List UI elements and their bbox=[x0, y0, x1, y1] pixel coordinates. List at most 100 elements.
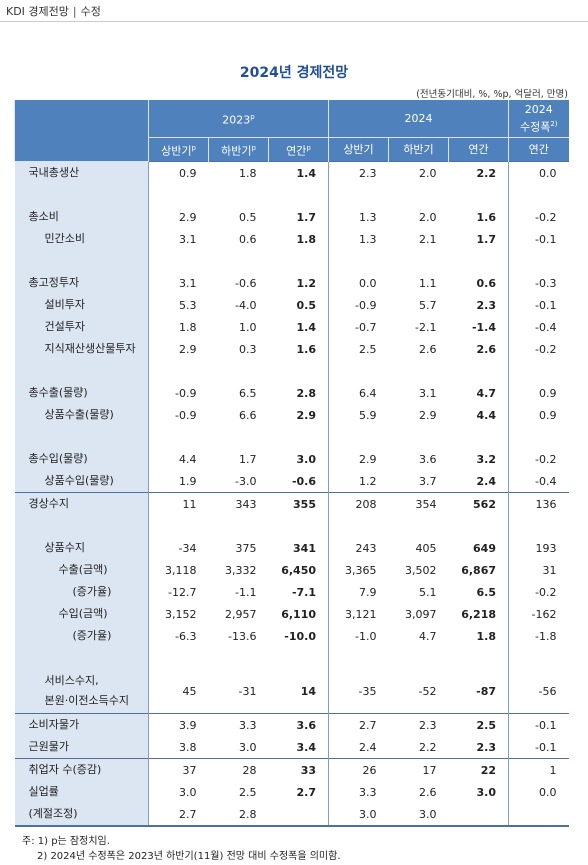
cell bbox=[149, 647, 209, 669]
cell: 243 bbox=[355, 541, 377, 555]
cell bbox=[448, 515, 509, 537]
cell: 3.1 bbox=[179, 276, 197, 290]
cell: 14 bbox=[268, 669, 329, 714]
column-header: 연간p bbox=[268, 137, 329, 162]
cell: 354 bbox=[388, 492, 449, 515]
row-label: 실업률 bbox=[14, 781, 149, 803]
row-label: 상품수입(물량) bbox=[14, 470, 149, 493]
cell: 6,867 bbox=[448, 559, 509, 581]
header-text: 연간 bbox=[286, 144, 307, 158]
cell: 341 bbox=[268, 537, 329, 559]
cell bbox=[509, 250, 569, 272]
corner bbox=[14, 100, 149, 162]
cell bbox=[329, 515, 389, 537]
cell: 6.5 bbox=[448, 581, 509, 603]
cell: 136 bbox=[508, 492, 569, 515]
header-text: 연간 bbox=[528, 142, 549, 156]
cell: 2.8 bbox=[268, 382, 329, 404]
cell: 3.3 bbox=[359, 785, 377, 799]
cell: 3.1 bbox=[419, 386, 437, 400]
cell: 1.4 bbox=[268, 161, 329, 184]
cell: -12.7 bbox=[168, 585, 197, 599]
cell: -0.4 bbox=[535, 320, 557, 334]
cell: 11 bbox=[148, 492, 209, 515]
label-cell bbox=[14, 360, 149, 382]
cell bbox=[329, 360, 389, 382]
cell: 1.1 bbox=[419, 276, 437, 290]
cell: -0.9 bbox=[355, 298, 377, 312]
cell: 2.3 bbox=[388, 713, 449, 736]
cell: 1.3 bbox=[359, 210, 377, 224]
column-header: 하반기p bbox=[208, 137, 269, 162]
cell: 2.7 bbox=[268, 781, 329, 803]
cell: -13.6 bbox=[228, 629, 257, 643]
cell: 0.6 bbox=[239, 232, 257, 246]
row-label: 민간소비 bbox=[14, 228, 149, 250]
cell: 6,218 bbox=[448, 603, 509, 625]
cell: 6,450 bbox=[268, 559, 329, 581]
cell bbox=[509, 360, 569, 382]
cell: 562 bbox=[448, 492, 509, 515]
cell bbox=[389, 515, 449, 537]
cell bbox=[149, 360, 209, 382]
header-text: 상반기 bbox=[343, 142, 374, 156]
cell: 5.1 bbox=[419, 585, 437, 599]
row: 민간소비 3.1 0.6 1.8 1.3 2.1 1.7 -0.1 bbox=[14, 228, 569, 250]
row: 건설투자 1.8 1.0 1.4 -0.7 -2.1 -1.4 -0.4 bbox=[14, 316, 569, 338]
cell: 1.7 bbox=[239, 452, 257, 466]
cell: 2.4 bbox=[448, 470, 509, 493]
header-text: 하반기 bbox=[403, 142, 434, 156]
cell: 3,502 bbox=[405, 563, 437, 577]
footnote: 2) 2024년 수정폭은 2023년 하반기(11월) 전망 대비 수정폭을 … bbox=[37, 851, 341, 862]
cell: 5.7 bbox=[419, 298, 437, 312]
cell: -0.1 bbox=[508, 713, 569, 736]
row: 상품수출(물량) -0.9 6.6 2.9 5.9 2.9 4.4 0.9 bbox=[14, 404, 569, 426]
cell: 1.0 bbox=[239, 320, 257, 334]
cell: 37 bbox=[148, 758, 209, 781]
row-label: 설비투자 bbox=[14, 294, 149, 316]
cell: 2.5 bbox=[239, 785, 257, 799]
column-group: 2023p bbox=[148, 100, 329, 138]
cell bbox=[509, 426, 569, 448]
cell: -34 bbox=[178, 541, 197, 555]
row-label: 취업자 수(증감) bbox=[14, 758, 149, 781]
header-text: 2023 bbox=[222, 113, 251, 127]
cell: 0.9 bbox=[148, 161, 209, 184]
row: (증가율) -6.3 -13.6 -10.0 -1.0 4.7 1.8 -1.8 bbox=[14, 625, 569, 647]
cell: -0.9 bbox=[175, 386, 197, 400]
cell: 1.2 bbox=[359, 474, 377, 488]
cell: -0.2 bbox=[535, 452, 557, 466]
cell: 2.4 bbox=[359, 740, 377, 754]
row: 근원물가 3.8 3.0 3.4 2.4 2.2 2.3 -0.1 bbox=[14, 736, 569, 759]
cell bbox=[209, 647, 269, 669]
row: 총수출(물량) -0.9 6.5 2.8 6.4 3.1 4.7 0.9 bbox=[14, 382, 569, 404]
cell: 5.3 bbox=[179, 298, 197, 312]
header-sup: 2) bbox=[550, 119, 558, 128]
cell: -0.3 bbox=[535, 276, 557, 290]
cell bbox=[209, 515, 269, 537]
cell: 0.5 bbox=[239, 210, 257, 224]
cell: 3.0 bbox=[448, 781, 509, 803]
row: 국내총생산 0.9 1.8 1.4 2.3 2.0 2.2 0.0 bbox=[14, 161, 569, 184]
row: 취업자 수(증감) 37 28 33 26 17 22 1 bbox=[14, 758, 569, 781]
row: 수입(금액) 3,152 2,957 6,110 3,121 3,097 6,218 -162 bbox=[14, 603, 569, 625]
cell: 6,110 bbox=[268, 603, 329, 625]
cell bbox=[209, 184, 269, 206]
cell: 1 bbox=[508, 758, 569, 781]
cell bbox=[389, 426, 449, 448]
row-label: 서비스수지, 본원·이전소득수지 bbox=[14, 669, 149, 714]
cell bbox=[268, 426, 329, 448]
cell: 22 bbox=[448, 758, 509, 781]
label-cell bbox=[14, 184, 149, 206]
cell: 2.9 bbox=[268, 404, 329, 426]
label-cell bbox=[14, 250, 149, 272]
cell: -0.1 bbox=[535, 232, 557, 246]
row: 경상수지 11 343 355 208 354 562 136 bbox=[14, 492, 569, 515]
header-rule bbox=[0, 21, 588, 22]
cell: 0.0 bbox=[359, 276, 377, 290]
spacer-row bbox=[14, 360, 569, 382]
cell: 2.2 bbox=[448, 161, 509, 184]
column-header: 연간 bbox=[448, 137, 509, 162]
cell: -0.7 bbox=[355, 320, 377, 334]
cell bbox=[389, 184, 449, 206]
